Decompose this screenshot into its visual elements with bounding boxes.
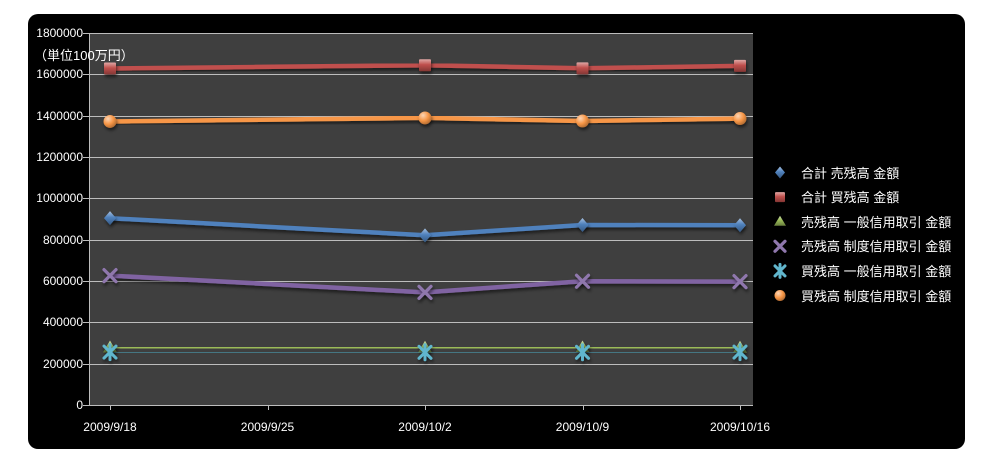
legend-item: 売残高 一般信用取引 金額 [801,214,951,230]
x-axis-tick-label: 2009/10/2 [398,420,452,434]
x-axis-tick-label: 2009/10/9 [555,420,610,434]
legend-label: 売残高 制度信用取引 金額 [801,239,952,255]
legend-label: 買残高 一般信用取引 金額 [801,263,952,279]
plot-area [89,33,753,405]
legend-swatch-1 [760,192,800,203]
y-axis-tick-label: 400000 [42,315,83,330]
y-axis-tick-label: 0 [76,398,83,412]
legend-swatch-4 [760,262,800,279]
y-axis-tick-label: 1200000 [36,150,83,164]
series-line-5 [107,115,743,124]
y-axis-tick-label: 200000 [42,356,83,371]
legend-swatch-2 [760,215,800,226]
legend-swatch-0 [760,166,800,179]
series-line-0 [107,215,743,238]
legend-label: 売残高 一般信用取引 金額 [801,214,952,230]
legend-item: 売残高 制度信用取引 金額 [801,238,951,254]
legend-label: 合計 売残高 金額 [801,165,900,181]
y-axis-tick-label: 1800000 [36,26,83,40]
x-axis-tick-label: 2009/10/16 [709,420,771,434]
axis-unit-label: （単位100万円） [34,48,134,63]
legend-item: 買残高 制度信用取引 金額 [801,288,951,304]
legend-swatch-3 [760,239,800,253]
series-markers-5 [103,111,747,128]
legend-item: 買残高 一般信用取引 金額 [801,263,951,279]
legend-item: 合計 売残高 金額 [801,165,899,181]
y-axis-tick-label: 1400000 [36,108,83,123]
series-line-1 [107,62,743,71]
y-axis-tick-label: 1600000 [36,67,83,82]
axes [83,33,753,410]
legend-label: 買残高 制度信用取引 金額 [801,288,952,304]
y-axis-tick-label: 1000000 [36,191,83,206]
series-markers-3 [102,268,748,300]
legend-item: 合計 買残高 金額 [801,189,899,205]
series-markers-0 [104,211,746,243]
legend-label: 合計 買残高 金額 [801,190,900,206]
y-axis-tick-label: 600000 [42,274,83,288]
series-markers-1 [104,59,746,75]
y-axis-tick-label: 800000 [42,232,83,247]
legend-swatch-5 [760,290,800,301]
series-line-3 [107,273,743,295]
x-axis-tick-label: 2009/9/25 [240,420,295,434]
series-markers-4 [102,343,748,362]
x-axis-tick-label: 2009/9/18 [83,420,137,434]
